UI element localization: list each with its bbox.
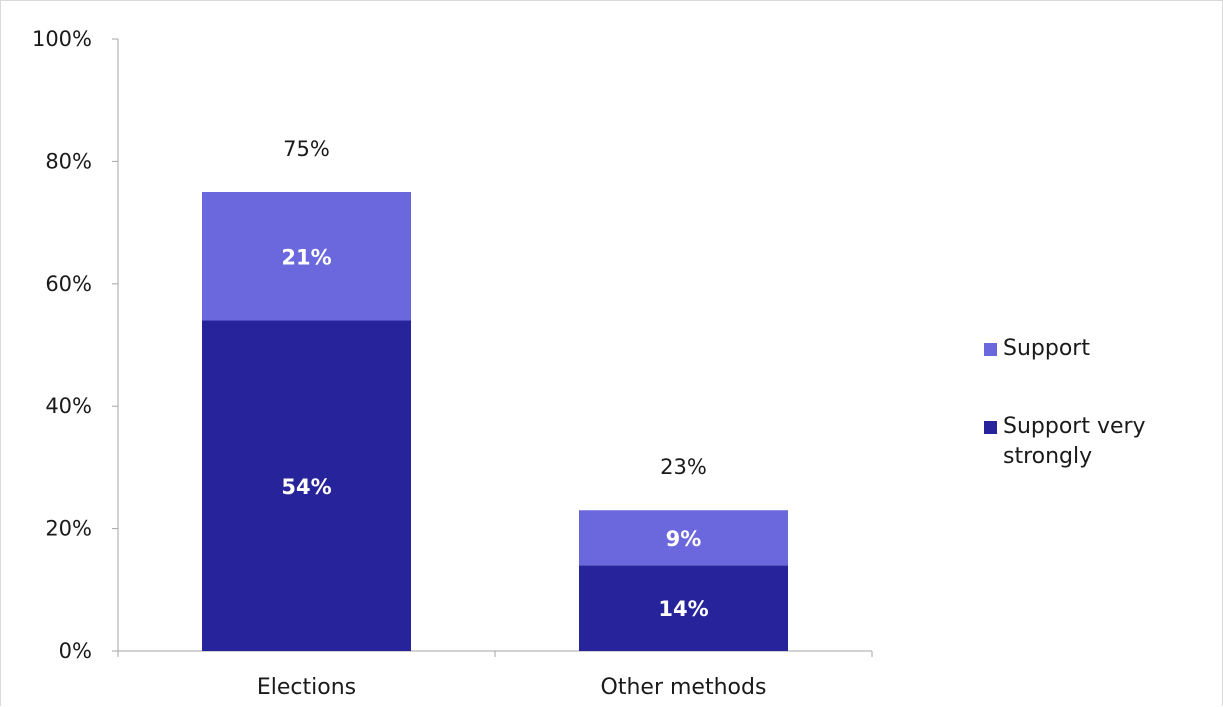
legend-item-support: Support xyxy=(984,334,1193,364)
bar-segment xyxy=(579,510,788,566)
axes: 0% 20% 40% 60% 80% 100% Elections Other methods xyxy=(32,27,873,700)
bars xyxy=(202,192,788,651)
x-category-label: Other methods xyxy=(601,675,767,700)
legend-swatch-support-very-strongly xyxy=(984,421,997,434)
legend-label-support-very-strongly: Support very strongly xyxy=(1003,414,1146,469)
total-value-label: 75% xyxy=(283,137,330,161)
y-tick-label: 60% xyxy=(45,272,92,296)
segment-value-label: 21% xyxy=(281,245,331,269)
segment-value-label: 9% xyxy=(666,527,702,551)
y-tick-label: 20% xyxy=(45,517,92,541)
bar-segment xyxy=(202,320,411,651)
y-tick-label: 100% xyxy=(32,27,92,51)
segment-value-label: 14% xyxy=(658,597,708,621)
bar-segment xyxy=(202,192,411,321)
y-tick-label: 40% xyxy=(45,394,92,418)
total-value-label: 23% xyxy=(660,455,707,479)
x-category-label: Elections xyxy=(257,675,356,700)
segment-value-label: 54% xyxy=(281,475,331,499)
y-tick-label: 0% xyxy=(59,639,92,663)
bar-segment xyxy=(579,565,788,651)
legend-item-support-very-strongly: Support very strongly xyxy=(984,412,1193,472)
y-tick-label: 80% xyxy=(45,149,92,173)
legend-label-support: Support xyxy=(1003,336,1090,361)
legend-swatch-support xyxy=(984,343,997,356)
data-labels: 54% 21% 75% 14% 9% 23% xyxy=(281,137,708,621)
legend: Support Support very strongly xyxy=(984,334,1193,520)
